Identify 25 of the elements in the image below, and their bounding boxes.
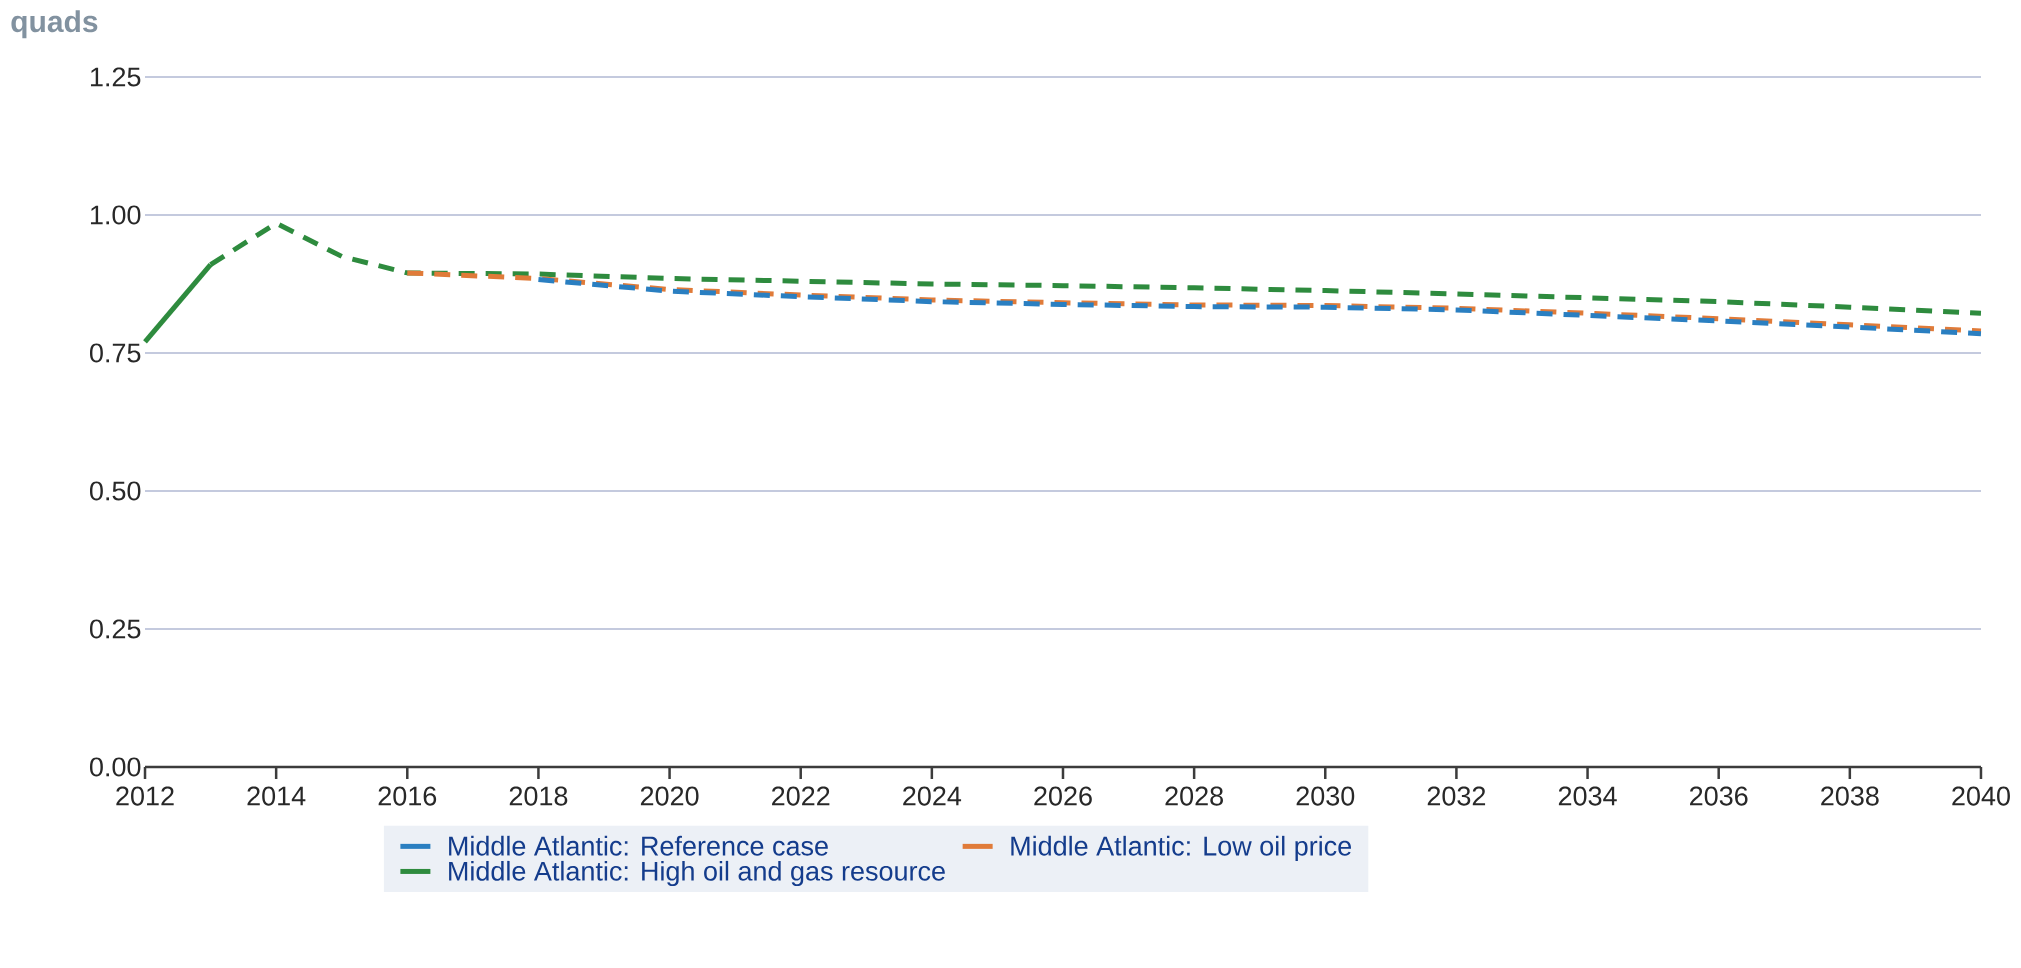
x-tick-label: 2028 (1165, 786, 1223, 806)
legend-label: Middle Atlantic: High oil and gas resource (449, 860, 945, 887)
y-tick-label: 0.25 (89, 619, 141, 639)
legend-label: Middle Atlantic: Low oil price (1011, 835, 1352, 861)
x-tick-label: 2038 (1821, 786, 1879, 806)
x-tick-label: 2018 (509, 786, 568, 806)
legend-label: Middle Atlantic: Reference case (449, 835, 828, 856)
x-tick-label: 2014 (247, 786, 306, 806)
x-tick-label: 2030 (1296, 786, 1355, 806)
x-tick-label: 2012 (116, 786, 174, 806)
x-tick-label: 2034 (1558, 786, 1617, 806)
x-tick-label: 2032 (1427, 786, 1486, 806)
x-tick-label: 2024 (903, 786, 962, 806)
x-tick-label: 2026 (1034, 786, 1092, 806)
y-tick-label: 1.25 (90, 67, 141, 87)
x-tick-label: 2020 (640, 786, 699, 806)
y-tick-label: 0.50 (89, 481, 141, 501)
x-tick-label: 2016 (378, 786, 437, 806)
y-tick-label: 1.00 (90, 205, 141, 225)
x-tick-label: 2040 (1952, 786, 2010, 806)
x-tick-label: 2022 (772, 786, 830, 806)
x-tick-label: 2036 (1690, 786, 1748, 806)
y-tick-label: 0.75 (89, 343, 141, 363)
y-axis-title: quads (11, 10, 98, 39)
y-tick-label: 0.00 (89, 757, 141, 777)
